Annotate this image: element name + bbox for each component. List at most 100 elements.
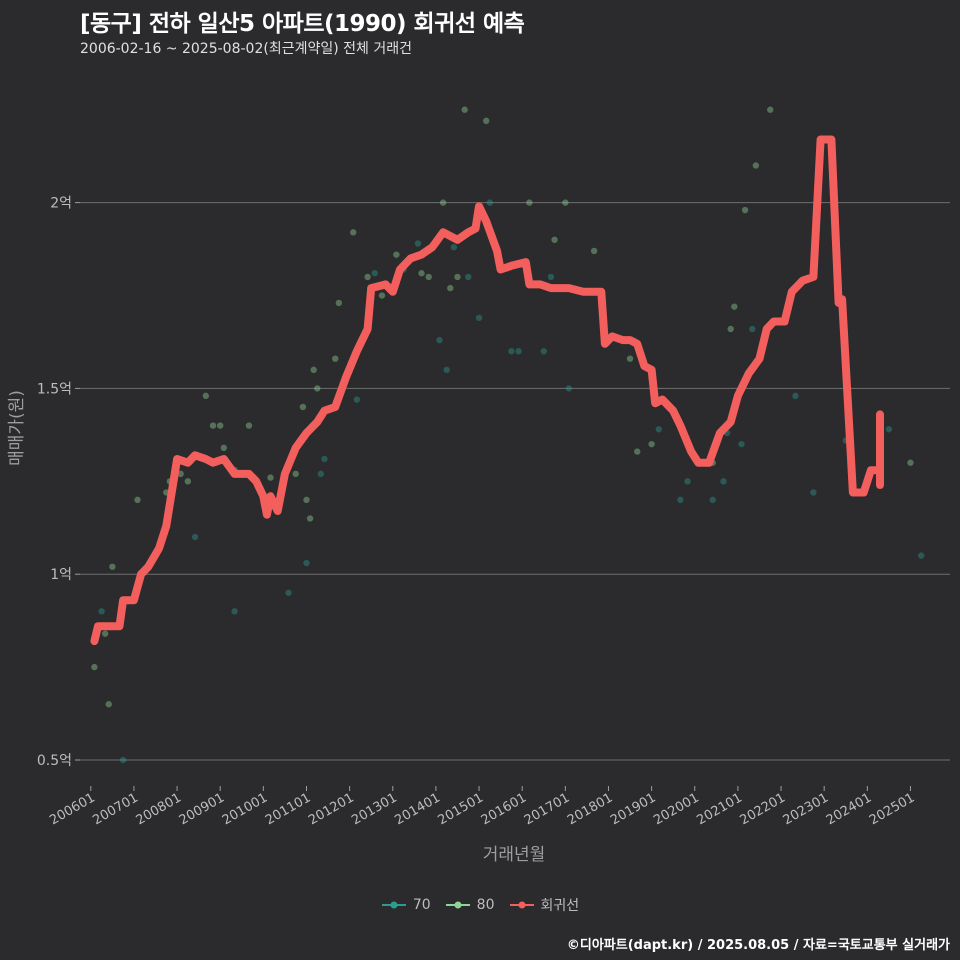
data-point-80 [292, 470, 299, 478]
y-axis-title: 매매가(원) [7, 390, 27, 466]
data-point-80 [335, 299, 343, 307]
data-point-80 [907, 459, 914, 466]
data-point-80 [425, 273, 432, 281]
x-tick-label: 201501 [436, 790, 486, 828]
data-point-80 [393, 251, 400, 258]
data-point-80 [91, 663, 98, 671]
x-tick-label: 202501 [867, 790, 917, 828]
x-tick-label: 202301 [781, 790, 831, 828]
data-point-80 [314, 385, 321, 392]
data-point-70 [371, 270, 378, 277]
data-point-70 [353, 396, 361, 403]
data-point-80 [590, 247, 598, 255]
legend-label-70: 70 [412, 897, 431, 913]
legend-label-regression: 회귀선 [540, 898, 580, 914]
x-tick-label: 201601 [479, 790, 529, 828]
data-point-80 [634, 448, 641, 455]
data-point-80 [310, 366, 317, 374]
data-point-80 [626, 355, 634, 362]
x-tick-label: 202001 [651, 790, 701, 828]
data-point-80 [562, 199, 569, 206]
data-point-70 [475, 314, 483, 322]
data-point-80 [727, 325, 734, 333]
legend-label-80: 80 [476, 897, 495, 913]
data-point-80 [364, 273, 371, 281]
x-axis-ticks: 2006012007012008012009012010012011012012… [47, 786, 917, 828]
x-tick-label: 201801 [565, 790, 615, 828]
data-point-70 [709, 496, 716, 504]
data-point-70 [515, 348, 522, 355]
data-point-70 [810, 489, 817, 496]
data-point-70 [486, 199, 494, 206]
regression-line [90, 135, 884, 646]
data-point-80 [209, 422, 217, 429]
data-point-70 [885, 426, 893, 433]
x-tick-label: 200601 [47, 790, 97, 828]
data-point-70 [450, 244, 458, 251]
data-point-70 [321, 455, 328, 463]
data-point-80 [350, 229, 357, 236]
data-point-70 [792, 392, 799, 400]
data-point-70 [317, 470, 325, 478]
data-point-70 [738, 440, 745, 448]
data-point-80 [184, 478, 192, 485]
data-point-80 [109, 563, 116, 570]
data-point-80 [303, 496, 310, 504]
legend-item-70[interactable]: 70 [381, 895, 431, 915]
legend: 70 80 회귀선 [0, 895, 960, 915]
data-point-70 [918, 552, 925, 559]
data-point-80 [134, 496, 141, 504]
data-point-80 [461, 106, 468, 113]
data-point-80 [483, 117, 490, 125]
y-tick-label: 2억 [50, 196, 72, 212]
x-tick-label: 202101 [694, 790, 744, 828]
y-tick-label: 1.5억 [37, 381, 72, 397]
x-tick-label: 202401 [824, 790, 874, 828]
footer-credit: ©디아파트(dapt.kr) / 2025.08.05 / 자료=국토교통부 실… [566, 938, 950, 953]
chart-title: [동구] 전하 일산5 아파트(1990) 회귀선 예측 [80, 11, 525, 37]
legend-item-regression[interactable]: 회귀선 [509, 895, 580, 915]
grid-lines [80, 202, 950, 761]
data-point-80 [105, 701, 112, 708]
data-point-70 [436, 336, 443, 344]
data-point-80 [752, 162, 760, 169]
x-tick-label: 200901 [177, 790, 227, 828]
y-tick-label: 0.5억 [37, 753, 72, 769]
x-tick-label: 201701 [522, 790, 572, 828]
data-point-70 [465, 273, 472, 281]
x-tick-label: 201901 [608, 790, 658, 828]
data-point-70 [547, 273, 555, 281]
data-point-80 [526, 199, 533, 206]
legend-key-regression [509, 901, 534, 909]
x-tick-label: 201101 [263, 790, 313, 828]
data-point-80 [551, 236, 558, 243]
data-point-80 [177, 470, 184, 478]
data-point-80 [447, 284, 454, 292]
data-point-70 [443, 366, 450, 374]
data-point-80 [439, 199, 447, 206]
data-point-80 [741, 206, 749, 214]
data-point-70 [720, 478, 727, 485]
data-point-80 [454, 273, 461, 281]
data-point-70 [191, 533, 199, 541]
data-point-80 [202, 392, 210, 400]
data-point-80 [306, 515, 314, 522]
x-axis-title: 거래년월 [483, 845, 546, 865]
data-point-70 [98, 608, 105, 615]
y-tick-label: 1억 [50, 567, 72, 583]
regression-line-layer [90, 135, 884, 646]
data-point-70 [414, 240, 422, 247]
legend-key-70 [381, 901, 406, 909]
legend-key-80 [445, 901, 470, 909]
data-point-70 [303, 559, 310, 567]
data-point-80 [418, 270, 425, 277]
x-tick-label: 200801 [134, 790, 184, 828]
data-point-70 [285, 589, 292, 596]
legend-item-80[interactable]: 80 [445, 895, 495, 915]
data-point-80 [731, 303, 738, 310]
x-tick-label: 201201 [306, 790, 356, 828]
x-tick-label: 202201 [738, 790, 788, 828]
data-point-80 [245, 422, 253, 429]
x-tick-label: 201401 [392, 790, 442, 828]
